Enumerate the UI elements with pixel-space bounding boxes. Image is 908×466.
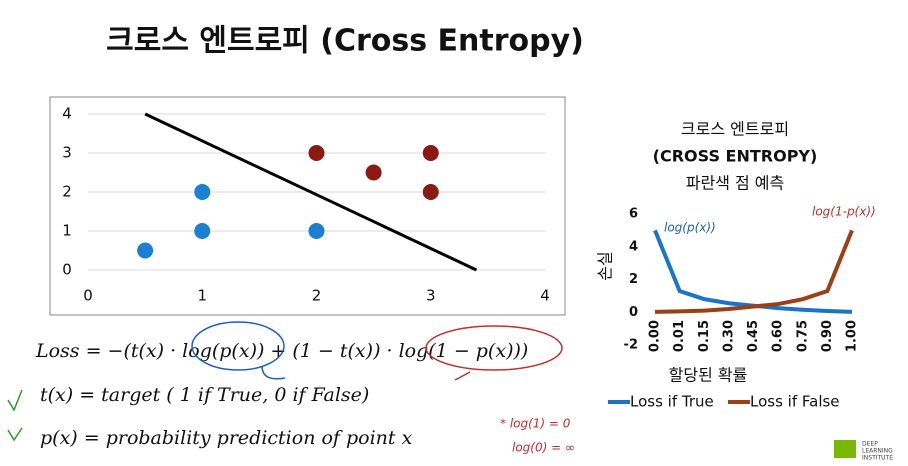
legend-label: Loss if True bbox=[630, 393, 714, 411]
x-tick-label: 0 bbox=[83, 287, 93, 305]
y-tick-label: -2 bbox=[624, 338, 638, 353]
logo-text: LEARNING bbox=[862, 448, 893, 455]
x-tick-label: 4 bbox=[540, 287, 550, 305]
y-tick-label: 0 bbox=[62, 261, 72, 279]
blue-arrow bbox=[261, 365, 286, 380]
note: * log(1) = 0 bbox=[500, 417, 571, 431]
chart-title: 크로스 엔트로피 bbox=[681, 120, 789, 139]
point bbox=[308, 145, 325, 161]
blue-circle bbox=[191, 321, 285, 371]
note: log(0) = ∞ bbox=[512, 441, 575, 455]
chart-title: 파란색 점 예측 bbox=[686, 174, 785, 193]
y-tick-label: 4 bbox=[629, 239, 638, 254]
x-tick-label: 1 bbox=[197, 287, 207, 305]
y-tick-label: 0 bbox=[629, 305, 638, 320]
x-tick-label: 0.01 bbox=[672, 320, 687, 352]
red-circle bbox=[425, 325, 563, 371]
point bbox=[194, 223, 211, 239]
x-tick-label: 0.00 bbox=[648, 320, 663, 352]
legend-label: Loss if False bbox=[750, 393, 840, 411]
y-tick-label: 2 bbox=[62, 183, 72, 201]
point bbox=[365, 164, 382, 181]
x-tick-label: 3 bbox=[426, 287, 436, 305]
logo-mark bbox=[834, 440, 856, 458]
line-chart: 크로스 엔트로피 (CROSS ENTROPY) 파란색 점 예측 -2 0 2 4 6 0.0… bbox=[596, 120, 876, 411]
x-tick-label: 0.30 bbox=[721, 320, 736, 352]
point bbox=[137, 242, 154, 259]
y-tick-label: 3 bbox=[62, 144, 72, 162]
annotation: log(p(x)) bbox=[664, 221, 716, 235]
x-axis-label: 할당된 확률 bbox=[669, 366, 748, 385]
x-tick-label: 0.75 bbox=[795, 320, 810, 352]
point bbox=[308, 223, 325, 239]
line bbox=[653, 229, 853, 314]
loss-formula: Loss = −(t(x) · log(p(x)) + (1 − t(x)) ·… bbox=[35, 340, 528, 362]
x-tick-label: 0.15 bbox=[697, 320, 712, 352]
x-tick-label: 0.90 bbox=[820, 320, 835, 352]
x-tick-label: 2 bbox=[312, 287, 322, 305]
target-formula: t(x) = target ( 1 if True, 0 if False) bbox=[40, 384, 369, 406]
line bbox=[654, 229, 854, 314]
slide-title: 크로스 엔트로피 (Cross Entropy) bbox=[106, 24, 584, 59]
probability-formula: p(x) = probability prediction of point x bbox=[40, 427, 413, 449]
decision-line bbox=[144, 112, 478, 272]
x-tick-label: 1.00 bbox=[845, 320, 860, 352]
y-tick-label: 1 bbox=[62, 222, 72, 240]
x-tick-label: 0.60 bbox=[771, 320, 786, 352]
y-axis-label: 손실 bbox=[596, 251, 615, 280]
logo-text: INSTITUTE bbox=[862, 455, 893, 462]
chart-title: (CROSS ENTROPY) bbox=[653, 147, 818, 166]
logo-text: DEEP bbox=[862, 441, 878, 448]
y-tick-label: 6 bbox=[629, 207, 638, 222]
point bbox=[422, 184, 439, 200]
chart-frame bbox=[49, 96, 566, 316]
x-tick-label: 0.45 bbox=[746, 320, 761, 352]
point bbox=[194, 184, 211, 200]
annotation: log(1-p(x)) bbox=[812, 205, 876, 219]
red-arrow bbox=[454, 371, 471, 381]
y-tick-label: 4 bbox=[62, 105, 72, 123]
check-marks bbox=[7, 389, 23, 442]
point bbox=[422, 145, 439, 161]
scatter-chart: 0 1 2 3 4 0 1 2 4 3 bbox=[62, 105, 550, 305]
y-tick-label: 2 bbox=[629, 272, 638, 287]
